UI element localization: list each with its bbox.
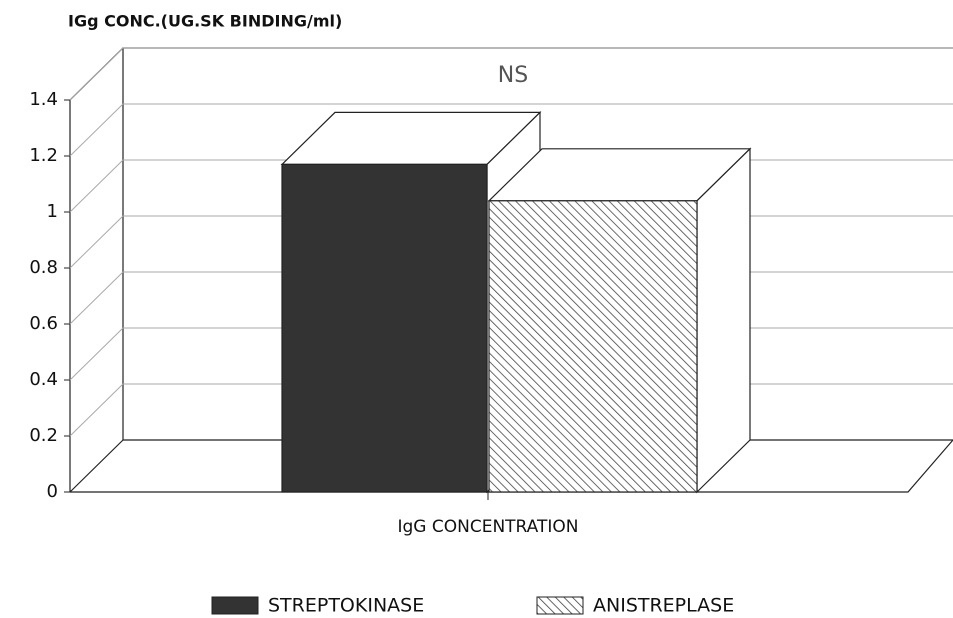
bar bbox=[281, 163, 488, 493]
y-tick-label: 0.6 bbox=[29, 313, 58, 334]
grid-line bbox=[69, 215, 124, 269]
grid-line bbox=[69, 271, 124, 325]
grid-line bbox=[69, 47, 124, 101]
y-tick-label: 0.8 bbox=[29, 257, 58, 278]
y-tick-label: 0 bbox=[47, 481, 58, 502]
y-axis-label: IGg CONC.(UG.SK BINDING/ml) bbox=[68, 12, 342, 31]
y-tick-label: 0.2 bbox=[29, 425, 58, 446]
legend-label: STREPTOKINASE bbox=[268, 595, 424, 617]
grid-line bbox=[69, 159, 124, 213]
grid-line bbox=[69, 103, 124, 157]
y-tick-label: 1.2 bbox=[29, 145, 58, 166]
legend-swatch bbox=[211, 596, 259, 615]
annotation: NS bbox=[498, 63, 528, 88]
y-tick-label: 1 bbox=[47, 201, 58, 222]
y-tick-label: 0.4 bbox=[29, 369, 58, 390]
y-tick-label: 1.4 bbox=[29, 89, 58, 110]
legend-label: ANISTREPLASE bbox=[593, 595, 734, 617]
legend-swatch bbox=[536, 596, 584, 615]
x-tick-label: IgG CONCENTRATION bbox=[398, 517, 579, 537]
grid-line bbox=[69, 327, 124, 381]
bar-side bbox=[696, 147, 751, 494]
bar bbox=[488, 200, 698, 493]
grid-line bbox=[69, 383, 124, 437]
